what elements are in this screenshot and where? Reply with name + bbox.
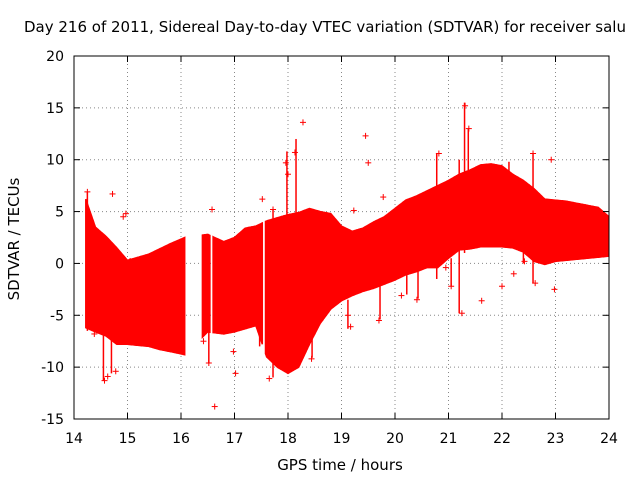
outlier-point — [413, 296, 420, 303]
x-tick-label: 21 — [440, 431, 458, 447]
outlier-point — [232, 370, 239, 377]
outlier-point — [266, 375, 273, 382]
outlier-point — [120, 213, 127, 220]
x-tick-label: 24 — [600, 431, 618, 447]
axes: 14 15 16 17 18 19 20 21 22 23 24 -15 -10 -5 0 5 10 15 20 — [41, 49, 618, 447]
y-axis-label: SDTVAR / TECUs — [5, 177, 23, 300]
x-tick-label: 17 — [226, 431, 244, 447]
outlier-point — [104, 373, 111, 380]
outlier-point — [521, 258, 528, 265]
outlier-point — [101, 377, 108, 384]
outlier-point — [458, 310, 465, 317]
y-tick-label: 0 — [55, 256, 64, 272]
outlier-point — [308, 355, 315, 362]
outlier-point — [344, 312, 351, 319]
y-tick-label: -15 — [41, 412, 64, 428]
outlier-point — [465, 125, 472, 132]
data-envelope — [212, 221, 264, 345]
data-envelope — [201, 233, 211, 340]
y-tick-label: -10 — [41, 360, 64, 376]
outlier-point — [362, 132, 369, 139]
outlier-point — [91, 330, 98, 337]
y-tick-label: 10 — [46, 153, 64, 169]
outlier-point — [530, 150, 537, 157]
outlier-point — [365, 159, 372, 166]
x-tick-label: 23 — [547, 431, 565, 447]
y-tick-label: -5 — [50, 308, 64, 324]
x-tick-label: 18 — [279, 431, 297, 447]
outlier-point — [548, 156, 555, 163]
x-tick-label: 22 — [493, 431, 511, 447]
outlier-point — [435, 150, 442, 157]
data-envelope — [85, 198, 186, 356]
outlier-point — [442, 264, 449, 271]
outlier-point — [112, 368, 119, 375]
outlier-point — [380, 194, 387, 201]
x-tick-label: 14 — [65, 431, 83, 447]
outlier-point — [398, 292, 405, 299]
outlier-point — [448, 283, 455, 290]
outlier-point — [350, 207, 357, 214]
outlier-point — [122, 210, 129, 217]
outlier-point — [375, 317, 382, 324]
grid — [74, 56, 609, 419]
outlier-point — [109, 190, 116, 197]
outlier-point — [510, 270, 517, 277]
outlier-point — [259, 196, 266, 203]
x-tick-label: 20 — [386, 431, 404, 447]
outlier-point — [294, 237, 301, 244]
outlier-point — [205, 359, 212, 366]
x-tick-label: 19 — [333, 431, 351, 447]
outlier-point — [347, 323, 354, 330]
outlier-point — [282, 159, 289, 166]
y-tick-label: 20 — [46, 49, 64, 65]
x-tick-label: 16 — [172, 431, 190, 447]
data-series — [84, 102, 610, 410]
outlier-point — [499, 283, 505, 290]
x-axis-label: GPS time / hours — [277, 456, 403, 474]
outlier-point — [299, 119, 306, 126]
outlier-point — [200, 338, 207, 345]
outlier-point — [209, 206, 216, 213]
outlier-point — [84, 188, 91, 195]
outlier-point — [551, 286, 558, 293]
outlier-point — [462, 102, 469, 109]
outlier-point — [230, 348, 237, 355]
x-tick-label: 15 — [119, 431, 137, 447]
outlier-point — [285, 171, 291, 178]
outlier-point — [291, 149, 298, 156]
outlier-point — [478, 297, 485, 304]
outlier-point — [532, 280, 539, 287]
y-tick-label: 15 — [46, 101, 64, 117]
outlier-point — [270, 206, 277, 213]
y-tick-label: 5 — [55, 205, 64, 221]
outlier-point — [211, 403, 218, 410]
chart-title: Day 216 of 2011, Sidereal Day-to-day VTE… — [24, 18, 626, 36]
